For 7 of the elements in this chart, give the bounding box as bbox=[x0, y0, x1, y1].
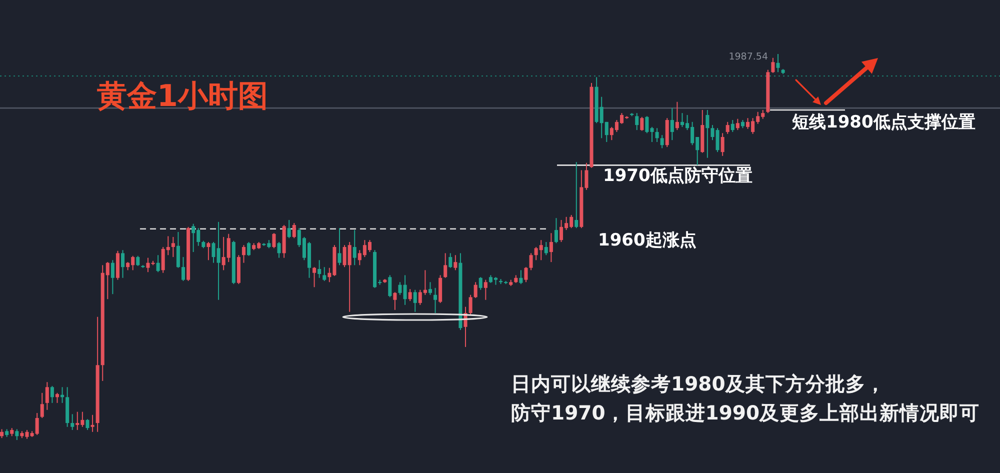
ref-label: 1960起涨点 bbox=[598, 230, 696, 251]
note: 日内可以继续参考1980及其下方分批多， bbox=[511, 372, 886, 396]
high-label: 1987.54 bbox=[728, 52, 768, 63]
ref-label: 1970低点防守位置 bbox=[603, 166, 752, 186]
title: 黄金1小时图 bbox=[97, 79, 268, 114]
ref-label: 短线1980低点支撑位置 bbox=[792, 112, 976, 133]
note: 防守1970，目标跟进1990及更多上部出新情况即可 bbox=[511, 401, 980, 424]
